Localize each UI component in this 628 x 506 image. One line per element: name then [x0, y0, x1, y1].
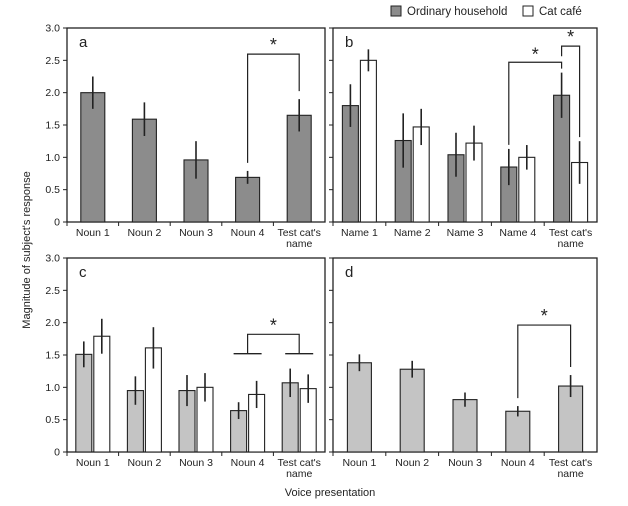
- category-label: Noun 4: [231, 227, 265, 239]
- category-label: Noun 2: [127, 227, 161, 239]
- y-tick-label: 2.5: [45, 285, 60, 297]
- significance-bracket: [560, 45, 581, 138]
- category-label: Test cat's name: [549, 227, 592, 250]
- significance-star: *: [567, 27, 574, 47]
- category-label: Name 4: [499, 227, 536, 239]
- significance-bracket: [247, 333, 300, 354]
- panel-b: b Name 1 Name 2 Name 3 Name 4 Test cat's name *…: [329, 27, 598, 250]
- bar: [346, 362, 372, 453]
- category-label: Test cat's name: [549, 457, 592, 480]
- category-label: Name 2: [394, 227, 431, 239]
- category-label: Noun 3: [179, 457, 213, 469]
- y-tick-label: 2.0: [45, 87, 60, 99]
- y-tick-label: 3.0: [45, 253, 60, 265]
- significance-bracket: [508, 61, 563, 145]
- category-label: Name 1: [341, 227, 378, 239]
- y-tick-label: 1.0: [45, 152, 60, 164]
- category-label: Name 3: [447, 227, 484, 239]
- category-label: Noun 2: [127, 457, 161, 469]
- legend-swatch-0: [390, 5, 402, 17]
- significance-star: *: [270, 35, 277, 55]
- legend: Ordinary household Cat café: [390, 5, 582, 18]
- panel-label: c: [79, 264, 87, 281]
- bar: [359, 59, 377, 223]
- y-axis-label: Magnitude of subject's response: [21, 171, 33, 328]
- y-tick-label: 3.0: [45, 23, 60, 35]
- bar: [235, 176, 261, 223]
- y-tick-label: 0.5: [45, 184, 60, 196]
- category-label: Noun 1: [342, 457, 376, 469]
- category-label: Noun 1: [76, 227, 110, 239]
- panel-a: a 0 0.5 1.0 1.5 2.0 2.5 3.0 Noun 1 Noun 2 Noun 3 No…: [45, 23, 326, 250]
- panels: a 0 0.5 1.0 1.5 2.0 2.5 3.0 Noun 1 Noun 2 Noun 3 No…: [45, 23, 598, 480]
- category-label: Noun 1: [76, 457, 110, 469]
- y-tick-label: 1.0: [45, 382, 60, 394]
- significance-star: *: [532, 44, 539, 64]
- category-label: Test cat's name: [277, 227, 320, 250]
- significance-star: *: [270, 315, 277, 335]
- category-label: Noun 3: [179, 227, 213, 239]
- bar: [505, 410, 531, 453]
- bar: [399, 368, 425, 453]
- category-label: Test cat's name: [277, 457, 320, 480]
- panel-c: c 0 0.5 1.0 1.5 2.0 2.5 3.0 Noun 1 Noun 2 Noun 3 No…: [45, 253, 326, 480]
- panel-d: d Noun 1 Noun 2 Noun 3 Noun 4 Test cat's name *: [329, 257, 598, 480]
- y-tick-label: 0: [54, 447, 60, 459]
- y-tick-label: 0: [54, 217, 60, 229]
- category-label: Noun 2: [395, 457, 429, 469]
- y-tick-label: 1.5: [45, 350, 60, 362]
- category-label: Noun 4: [501, 457, 535, 469]
- panel-label: b: [345, 34, 353, 51]
- y-tick-label: 0.5: [45, 414, 60, 426]
- bar: [286, 114, 312, 223]
- significance-star: *: [541, 306, 548, 326]
- y-tick-label: 1.5: [45, 120, 60, 132]
- significance-bracket: [247, 53, 300, 163]
- category-label: Noun 3: [448, 457, 482, 469]
- y-tick-label: 2.0: [45, 317, 60, 329]
- y-tick-label: 2.5: [45, 55, 60, 67]
- bar: [80, 92, 106, 223]
- bar: [75, 353, 93, 453]
- panel-label: d: [345, 264, 353, 281]
- legend-label-0: Ordinary household: [407, 6, 507, 18]
- panel-label: a: [79, 34, 88, 51]
- category-label: Noun 4: [231, 457, 265, 469]
- legend-swatch-1: [522, 5, 534, 17]
- legend-label-1: Cat café: [539, 6, 582, 18]
- x-axis-label: Voice presentation: [285, 487, 376, 499]
- significance-bracket: [517, 324, 572, 399]
- bar: [452, 399, 478, 453]
